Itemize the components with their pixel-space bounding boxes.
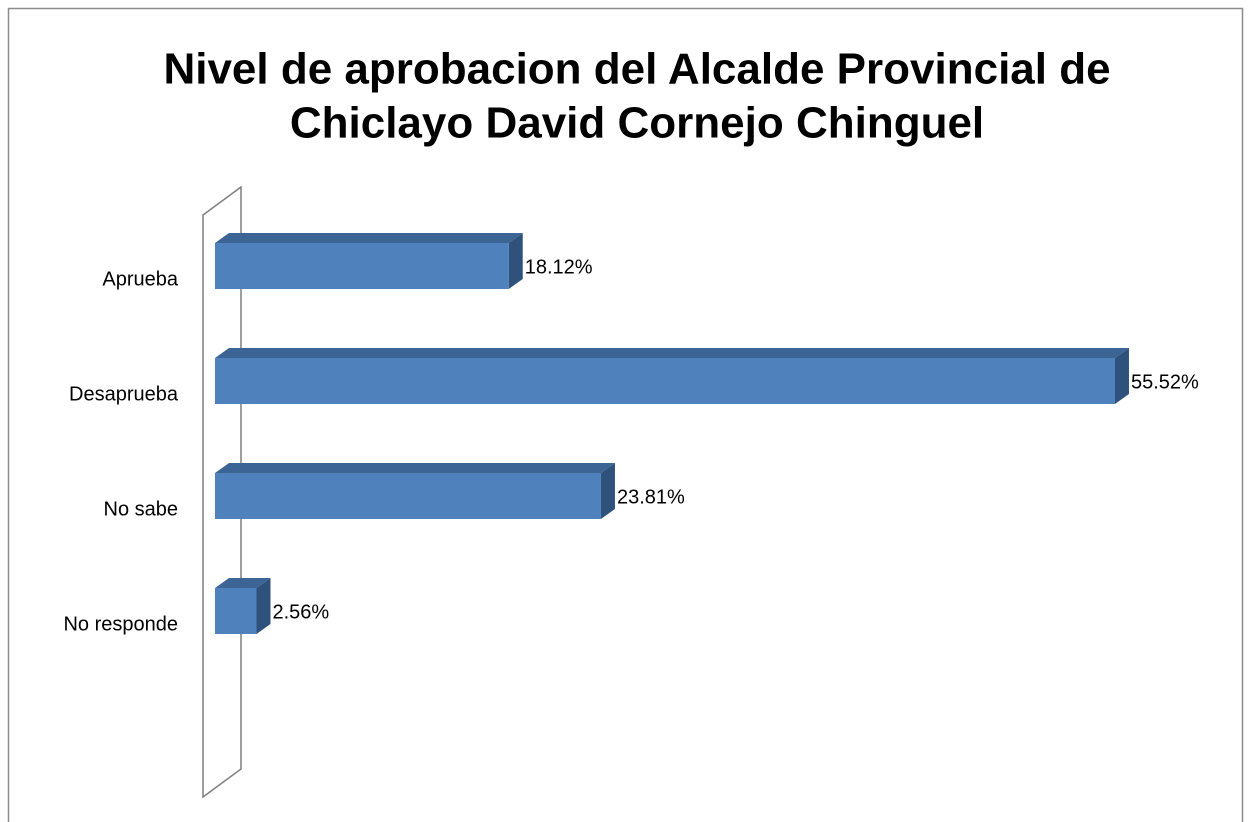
- bar-side: [256, 578, 271, 634]
- bar-front: [215, 473, 601, 519]
- bar-side: [1114, 348, 1129, 404]
- bar: [215, 578, 271, 634]
- bar-front: [215, 243, 509, 289]
- bar-front: [215, 588, 257, 634]
- bar-top: [215, 463, 615, 473]
- bar-side: [508, 233, 523, 289]
- bar-top: [215, 233, 523, 243]
- category-label: Desaprueba: [69, 383, 179, 405]
- chart-title: Chiclayo David Cornejo Chinguel: [290, 99, 984, 148]
- category-label: No responde: [63, 613, 178, 635]
- bar: [215, 348, 1129, 404]
- data-label: 2.56%: [272, 601, 329, 623]
- bar: [215, 463, 615, 519]
- bar: [215, 233, 523, 289]
- category-label: No sabe: [104, 498, 179, 520]
- data-label: 18.12%: [525, 256, 593, 278]
- bar-top: [215, 348, 1129, 358]
- chart-title: Nivel de aprobacion del Alcalde Provinci…: [163, 45, 1110, 94]
- data-label: 23.81%: [617, 486, 685, 508]
- bar-top: [215, 578, 271, 588]
- category-label: Aprueba: [102, 268, 178, 290]
- bar-front: [215, 358, 1115, 404]
- bar-side: [600, 463, 615, 519]
- data-label: 55.52%: [1131, 371, 1199, 393]
